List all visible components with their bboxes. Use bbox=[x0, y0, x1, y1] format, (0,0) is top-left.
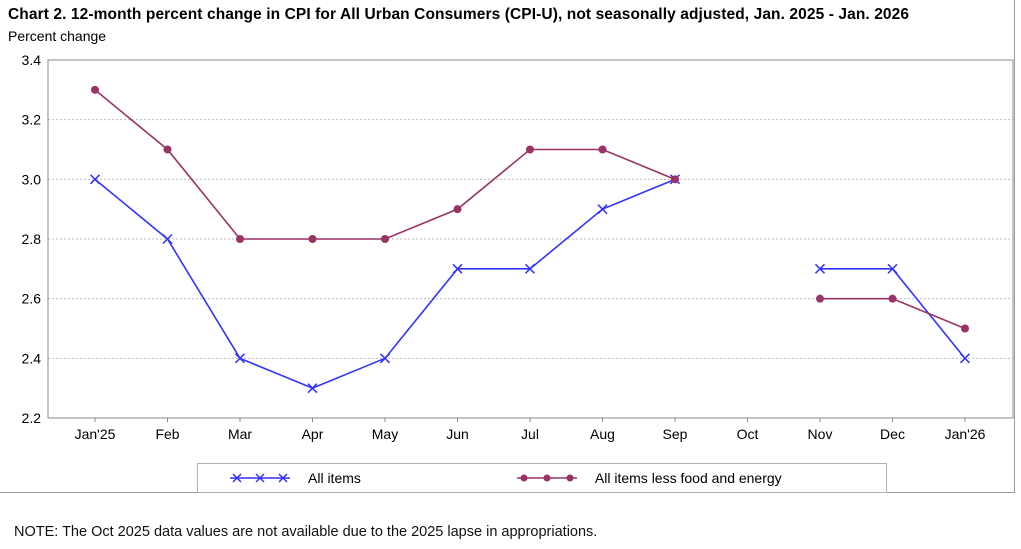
svg-text:Jun: Jun bbox=[446, 426, 469, 442]
svg-text:Jan'25: Jan'25 bbox=[75, 426, 116, 442]
svg-text:Oct: Oct bbox=[737, 426, 759, 442]
footnote: NOTE: The Oct 2025 data values are not a… bbox=[14, 524, 598, 540]
svg-text:Jan'26: Jan'26 bbox=[945, 426, 986, 442]
chart-panel: Chart 2. 12-month percent change in CPI … bbox=[0, 0, 1015, 493]
svg-text:Nov: Nov bbox=[808, 426, 833, 442]
svg-text:3.0: 3.0 bbox=[22, 171, 42, 187]
legend-label-core: All items less food and energy bbox=[594, 470, 782, 486]
svg-text:2.2: 2.2 bbox=[22, 410, 42, 426]
svg-text:2.4: 2.4 bbox=[22, 350, 42, 366]
svg-text:Jul: Jul bbox=[521, 426, 539, 442]
svg-text:Feb: Feb bbox=[155, 426, 179, 442]
line-chart-plot: 2.2 2.4 2.6 2.8 3.0 3.2 3.4 Jan'25 Feb Mar Apr May J… bbox=[22, 52, 1014, 442]
series-all-items bbox=[89, 174, 971, 394]
legend: All items All items less food and energy bbox=[197, 463, 887, 493]
svg-text:2.8: 2.8 bbox=[22, 231, 42, 247]
legend-item-all-items: All items bbox=[229, 470, 361, 486]
y-axis-title: Percent change bbox=[8, 28, 107, 44]
svg-text:Apr: Apr bbox=[302, 426, 324, 442]
legend-label-all-items: All items bbox=[308, 470, 361, 486]
svg-text:Sep: Sep bbox=[663, 426, 688, 442]
legend-item-core: All items less food and energy bbox=[516, 470, 782, 486]
svg-text:May: May bbox=[372, 426, 398, 442]
svg-text:2.6: 2.6 bbox=[22, 291, 42, 307]
svg-text:Mar: Mar bbox=[228, 426, 252, 442]
series-all-items-less-food-and-energy bbox=[91, 85, 969, 333]
chart-title: Chart 2. 12-month percent change in CPI … bbox=[8, 6, 910, 23]
svg-text:Dec: Dec bbox=[880, 426, 905, 442]
all-items-line-sample-icon bbox=[230, 473, 290, 483]
svg-text:3.2: 3.2 bbox=[22, 112, 42, 128]
svg-text:Aug: Aug bbox=[590, 426, 615, 442]
core-items-line-sample-icon bbox=[516, 474, 577, 482]
svg-text:3.4: 3.4 bbox=[22, 52, 42, 68]
